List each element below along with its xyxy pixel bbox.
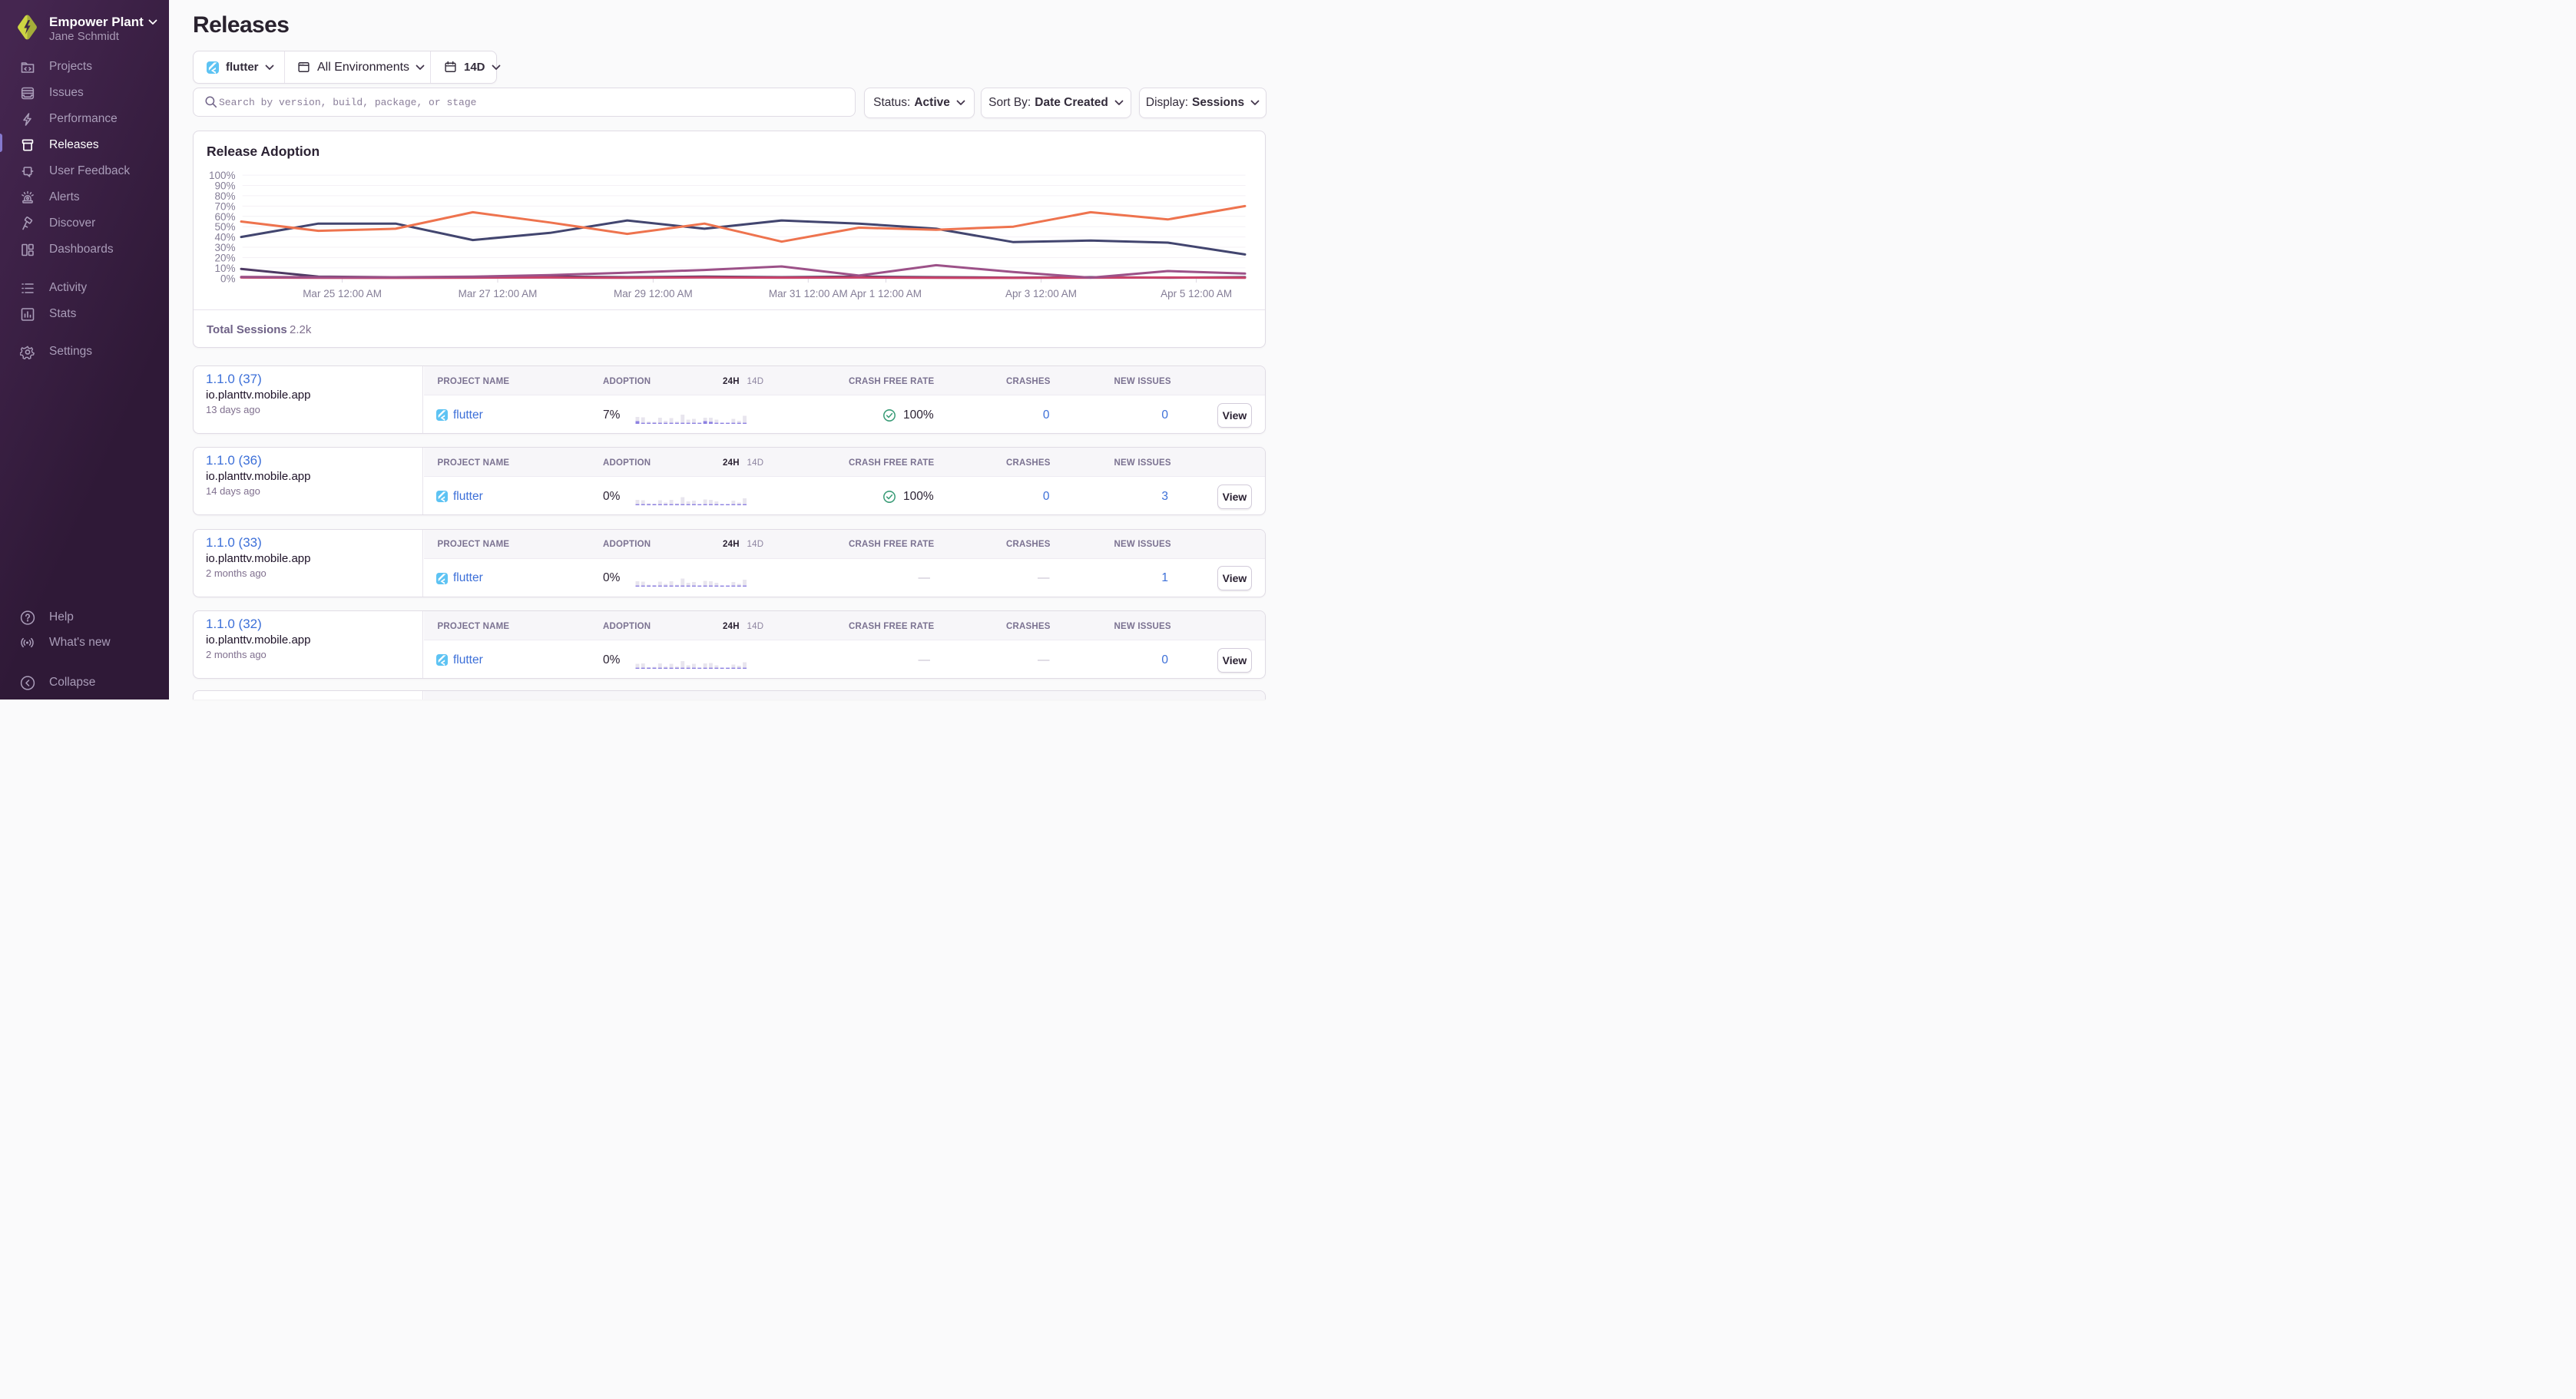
svg-text:Apr 1 12:00 AM: Apr 1 12:00 AM xyxy=(850,288,922,299)
svg-text:Mar 29 12:00 AM: Mar 29 12:00 AM xyxy=(614,288,693,299)
svg-text:30%: 30% xyxy=(214,242,235,253)
svg-text:Mar 27 12:00 AM: Mar 27 12:00 AM xyxy=(459,288,538,299)
svg-text:100%: 100% xyxy=(209,170,236,181)
svg-text:Apr 3 12:00 AM: Apr 3 12:00 AM xyxy=(1005,288,1077,299)
svg-text:20%: 20% xyxy=(214,253,235,264)
svg-text:10%: 10% xyxy=(214,263,235,274)
svg-text:50%: 50% xyxy=(214,221,235,233)
svg-text:90%: 90% xyxy=(214,180,235,192)
svg-text:0%: 0% xyxy=(220,273,236,284)
svg-text:80%: 80% xyxy=(214,190,235,202)
svg-text:Mar 31 12:00 AM: Mar 31 12:00 AM xyxy=(769,288,848,299)
svg-text:70%: 70% xyxy=(214,200,235,212)
svg-text:Mar 25 12:00 AM: Mar 25 12:00 AM xyxy=(303,288,382,299)
svg-text:Apr 5 12:00 AM: Apr 5 12:00 AM xyxy=(1161,288,1232,299)
svg-text:40%: 40% xyxy=(214,232,235,243)
svg-text:60%: 60% xyxy=(214,211,235,223)
